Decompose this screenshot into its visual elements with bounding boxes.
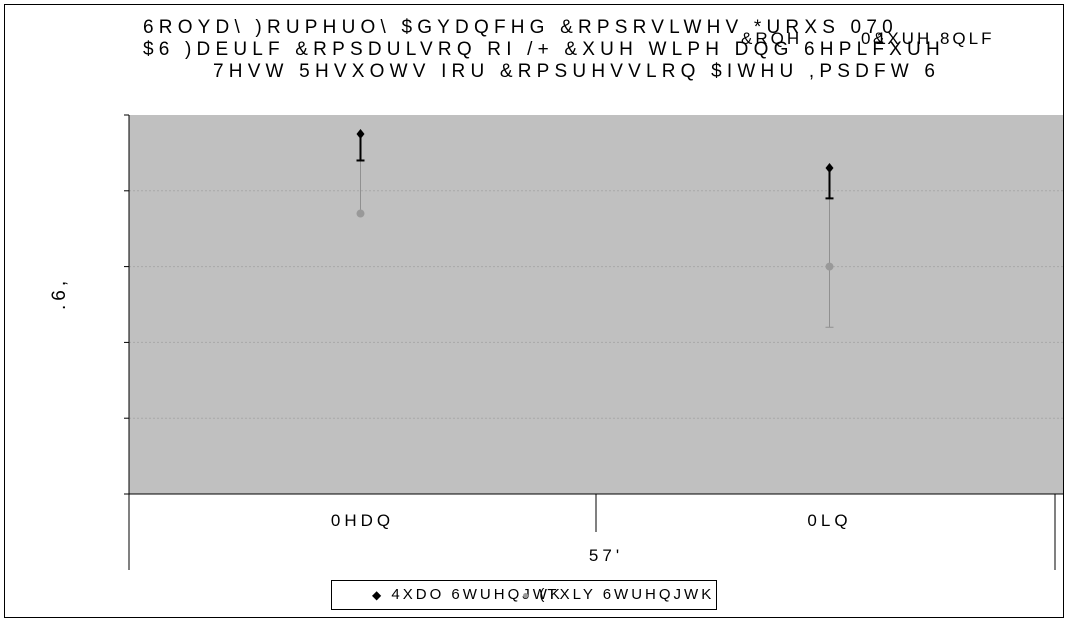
- title-overlay-text: &XUH 8QLF: [873, 29, 994, 48]
- legend-label-2: (TXLY 6WUHQJWK: [539, 586, 714, 603]
- chart-frame: 6ROYD\ )RUPHUO\ $GYDQFHG &RPSRVLWHV *URX…: [4, 4, 1064, 618]
- x-axis-label: 57': [589, 546, 623, 565]
- legend-diamond-icon: ◆: [372, 588, 384, 602]
- chart-svg: 0HDQ 0LQ57'&RQH 0 1&XUH 8QLF: [5, 5, 1064, 618]
- legend: ◆ 4XDO 6WUHQJWK ● (TXLY 6WUHQJWK: [331, 580, 717, 610]
- legend-circle-icon: ●: [522, 588, 532, 602]
- x-tick-label: 0LQ: [807, 511, 851, 530]
- plot-area: [129, 115, 1063, 494]
- x-tick-label: 0HDQ: [331, 511, 394, 530]
- point-series-2: [826, 263, 834, 271]
- point-series-2: [357, 210, 365, 218]
- title-overlay-text: &RQH: [741, 29, 802, 48]
- y-axis-label: .6,: [49, 277, 71, 310]
- legend-item-2: ● (TXLY 6WUHQJWK: [522, 586, 714, 603]
